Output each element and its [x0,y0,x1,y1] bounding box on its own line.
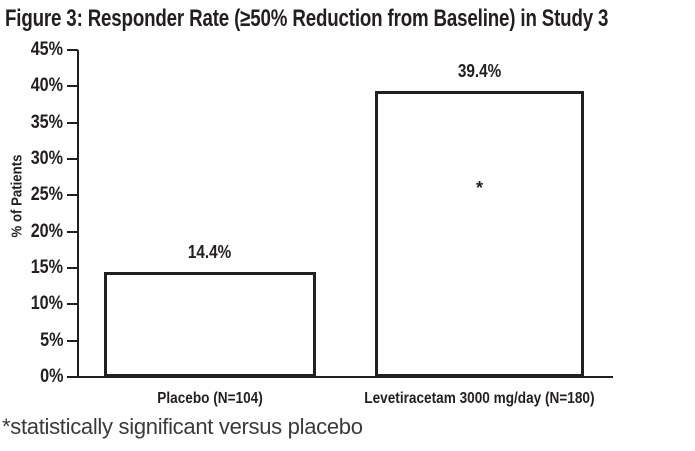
y-axis-tick-label: 40% [0,76,63,96]
label-text: 39.4% [457,60,502,81]
chart-title: Figure 3: Responder Rate (≥50% Reduction… [5,5,609,32]
bar-value-label: 39.4% [380,61,580,81]
y-axis-tick-label: 10% [0,294,63,314]
y-axis-tick-label: 25% [0,185,63,205]
label-text: 40% [30,75,63,97]
y-axis-tick [67,158,78,160]
y-axis-tick-label: 0% [0,367,63,387]
y-axis-tick [67,303,78,306]
y-axis-tick [67,230,78,233]
bar-value-label: 14.4% [110,242,310,262]
label-text: 30% [30,148,63,169]
label-text: 10% [30,293,63,315]
label-text: 45% [30,39,63,60]
y-axis-tick-label: 45% [0,40,63,60]
label-text: 20% [30,220,63,242]
footnote: *statistically significant versus placeb… [2,414,363,439]
label-text: Levetiracetam 3000 mg/day (N=180) [364,390,595,407]
y-axis-tick [67,121,78,124]
y-axis-tick [67,339,78,342]
y-axis-tick-label: 30% [0,149,63,169]
y-axis-tick-label: 15% [0,258,63,278]
label-text: 5% [39,329,63,351]
y-axis-tick-label: 5% [0,329,63,351]
label-text: 35% [30,111,63,133]
y-axis-tick [67,85,78,88]
y-axis-tick-label: 20% [0,220,63,242]
y-axis-tick [67,49,78,51]
y-axis-tick [67,194,78,197]
y-axis-tick [67,376,78,378]
significance-asterisk: * [475,178,483,199]
y-axis-tick-label: 35% [0,111,63,133]
y-axis-line [77,50,79,378]
label-text: 15% [30,257,63,278]
x-category-label: Placebo (N=104) [40,390,380,408]
label-text: 0% [39,366,63,387]
label-text: 14.4% [188,242,232,263]
x-category-label: Levetiracetam 3000 mg/day (N=180) [310,390,650,408]
label-text: 25% [30,184,63,206]
label-text: Placebo (N=104) [157,390,263,407]
y-axis-tick [67,267,78,269]
bar-placebo [104,272,316,377]
x-axis-line [67,376,613,378]
bar-levetiracetam [375,90,584,377]
